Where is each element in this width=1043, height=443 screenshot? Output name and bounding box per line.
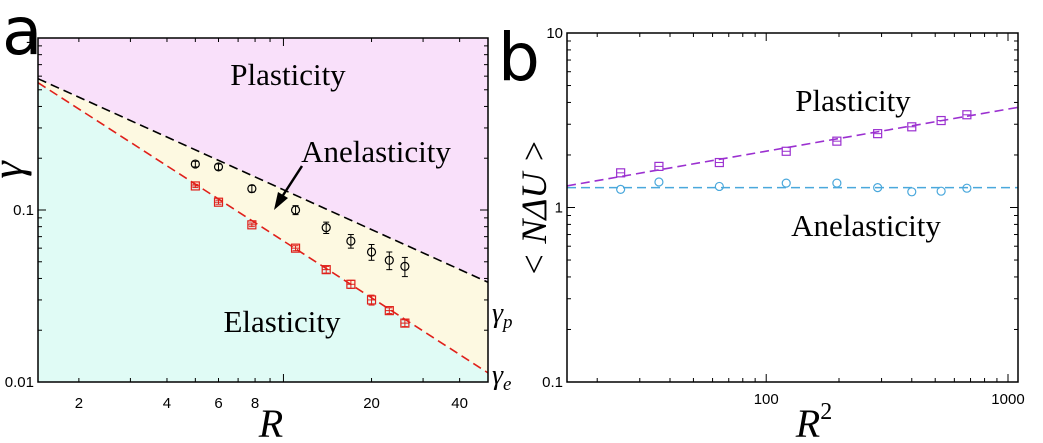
data-point (832, 136, 842, 146)
panel-a-fit-lines (37, 77, 489, 374)
data-point (907, 122, 917, 132)
x-tick-label: 8 (251, 395, 259, 412)
data-point (936, 115, 946, 126)
region-label-elasticity: Elasticity (223, 304, 341, 339)
data-point (190, 181, 200, 191)
data-point (962, 183, 972, 193)
annotation-anelasticity: Anelasticity (791, 208, 941, 243)
region-label-anelasticity: Anelasticity (301, 134, 451, 169)
y-axis-label-b: < NΔU > (514, 139, 554, 277)
panel-a-points (190, 159, 410, 328)
x-axis-label-a: R (258, 401, 283, 443)
data-point (290, 205, 301, 215)
data-point (781, 178, 791, 188)
gamma-e-label: γe (492, 360, 511, 395)
data-point (400, 318, 410, 328)
plasticity-region (38, 38, 488, 283)
x-tick-label: 4 (163, 395, 171, 412)
gamma-p-label: γp (492, 298, 513, 333)
data-point (400, 261, 410, 271)
panel-letter-b: b (498, 19, 540, 96)
data-point (907, 187, 917, 197)
data-point (366, 247, 377, 257)
data-point (654, 161, 664, 172)
x-tick-label: 40 (451, 395, 468, 412)
x-tick-label: 20 (363, 395, 380, 412)
y-tick-label: 0.01 (5, 374, 34, 391)
data-point (384, 306, 394, 316)
data-point (873, 129, 883, 139)
data-point (654, 177, 664, 187)
y-tick-label: 1 (26, 30, 34, 47)
data-point (213, 162, 224, 172)
data-point (714, 157, 724, 168)
data-point (366, 295, 377, 305)
panel-letter-a: a (2, 0, 42, 70)
panel-a: 2 4 6 8 20 40 0.01 0.1 1 Plasticity Anelasticity… (0, 0, 513, 443)
data-point (781, 146, 791, 156)
data-point (290, 243, 301, 253)
data-point (384, 255, 394, 265)
y-tick-label: 1 (555, 200, 563, 217)
data-point (714, 181, 724, 192)
data-point (247, 184, 257, 194)
data-point (936, 186, 946, 196)
y-tick-label: 0.1 (542, 374, 563, 391)
y-tick-label: 0.1 (13, 202, 34, 219)
y-axis-label-a: γ (0, 160, 32, 179)
panel-b-ticks: 100 1000 0.1 1 10 (542, 25, 1025, 408)
annotation-plasticity: Plasticity (795, 83, 911, 118)
fit-line (37, 77, 489, 284)
elasticity-region (38, 82, 488, 382)
region-label-plasticity: Plasticity (230, 57, 346, 92)
data-point (213, 197, 224, 207)
panel-a-ticks: 2 4 6 8 20 40 0.01 0.1 1 (5, 30, 489, 412)
fit-line (37, 81, 489, 374)
data-point (832, 178, 842, 188)
data-point (247, 220, 257, 230)
fit-line (566, 106, 1019, 187)
data-point (616, 168, 626, 178)
data-point (962, 110, 972, 120)
x-tick-label: 1000 (991, 391, 1024, 408)
data-point (190, 159, 200, 169)
x-tick-label: 100 (754, 391, 779, 408)
data-point (346, 236, 356, 246)
data-point (321, 265, 331, 275)
x-tick-label: 6 (214, 395, 222, 412)
x-axis-label-b: R2 (795, 399, 832, 443)
anelasticity-arrow-head (274, 192, 288, 210)
data-point (321, 223, 331, 233)
x-tick-label: 2 (75, 395, 83, 412)
panel-b-fit-lines (566, 106, 1019, 189)
panel-b-points (616, 110, 972, 197)
data-point (873, 183, 883, 193)
y-tick-label: 10 (546, 25, 563, 42)
data-point (346, 279, 356, 289)
data-point (616, 184, 626, 194)
